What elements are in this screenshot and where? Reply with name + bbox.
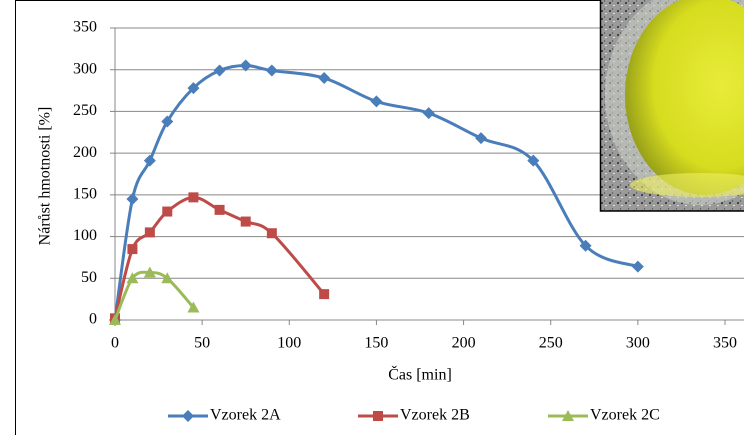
legend-marker — [562, 410, 574, 421]
data-point — [109, 314, 121, 325]
data-point — [370, 95, 383, 108]
data-point — [240, 216, 251, 227]
data-point — [188, 192, 199, 203]
x-tick-label: 250 — [539, 335, 563, 352]
data-point — [265, 64, 278, 77]
x-tick-label: 150 — [364, 335, 388, 352]
legend-marker — [373, 411, 383, 421]
x-tick-label: 50 — [194, 335, 210, 352]
y-tick-label: 0 — [89, 311, 97, 328]
data-point — [126, 272, 139, 284]
data-point — [266, 228, 277, 239]
data-point — [126, 193, 139, 206]
data-point — [161, 115, 174, 128]
data-point — [527, 154, 540, 167]
x-tick-label: 0 — [111, 335, 119, 352]
y-tick-label: 350 — [73, 19, 97, 36]
data-point — [422, 107, 435, 120]
legend: Vzorek 2A Vzorek 2B Vzorek 2C — [168, 407, 660, 424]
data-point — [162, 206, 173, 217]
data-point — [579, 239, 592, 252]
data-point — [187, 301, 200, 313]
legend-label: Vzorek 2B — [400, 407, 470, 424]
x-tick-label: 350 — [713, 335, 737, 352]
data-point — [239, 59, 252, 72]
data-point — [187, 82, 200, 95]
legend-label: Vzorek 2C — [590, 407, 660, 424]
y-tick-label: 250 — [73, 102, 97, 119]
data-point — [144, 227, 155, 238]
x-axis-label: Čas [min] — [388, 365, 452, 384]
photo-inset — [599, 0, 744, 212]
x-tick-label: 300 — [626, 335, 650, 352]
data-point — [161, 272, 174, 284]
x-tick-label: 100 — [277, 335, 301, 352]
data-point — [475, 132, 487, 145]
y-tick-label: 200 — [73, 144, 97, 161]
legend-label: Vzorek 2A — [210, 407, 281, 424]
data-point — [319, 289, 330, 300]
y-axis-label: Nárůst hmotnosti [%] — [37, 107, 54, 246]
data-point — [213, 64, 226, 77]
y-tick-label: 50 — [81, 269, 97, 286]
data-point — [127, 244, 138, 255]
y-tick-label: 150 — [73, 186, 97, 203]
plot-area: 0 50 100 150 200 250 300 350 0 50 100 150 200 250 300 3… — [73, 19, 744, 352]
data-point — [143, 266, 156, 278]
x-tick-label: 200 — [452, 335, 476, 352]
y-tick-label: 100 — [73, 227, 97, 244]
data-point — [214, 204, 225, 215]
data-point — [143, 154, 156, 167]
data-point — [318, 72, 331, 85]
legend-marker — [182, 410, 194, 422]
data-point — [631, 260, 644, 273]
y-tick-label: 300 — [73, 60, 97, 77]
